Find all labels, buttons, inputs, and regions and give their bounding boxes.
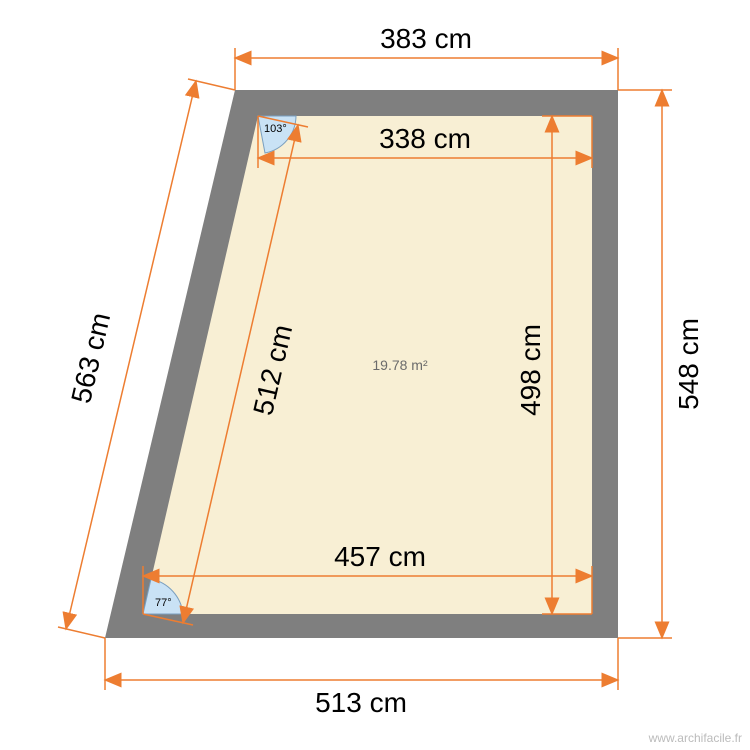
dim-outer-right-value: 548 cm bbox=[673, 318, 704, 410]
dim-outer-left-value: 563 cm bbox=[65, 310, 116, 406]
watermark: www.archifacile.fr bbox=[648, 731, 742, 745]
dim-outer-bottom-value: 513 cm bbox=[315, 687, 407, 718]
dim-outer-bottom: 513 cm bbox=[105, 638, 618, 718]
dim-outer-top-value: 383 cm bbox=[380, 23, 472, 54]
dim-outer-right: 548 cm bbox=[618, 90, 704, 638]
dim-inner-bottom-value: 457 cm bbox=[334, 541, 426, 572]
angle-top-left-value: 103° bbox=[264, 123, 287, 135]
dim-inner-right-value: 498 cm bbox=[515, 324, 546, 416]
dim-outer-top: 383 cm bbox=[235, 23, 618, 90]
dim-inner-top-value: 338 cm bbox=[379, 123, 471, 154]
floor-plan-diagram: 103° 77° 19.78 m² 383 cm 338 cm 457 cm 5… bbox=[0, 0, 750, 750]
area-label: 19.78 m² bbox=[372, 357, 428, 373]
angle-bottom-left-value: 77° bbox=[155, 597, 172, 609]
